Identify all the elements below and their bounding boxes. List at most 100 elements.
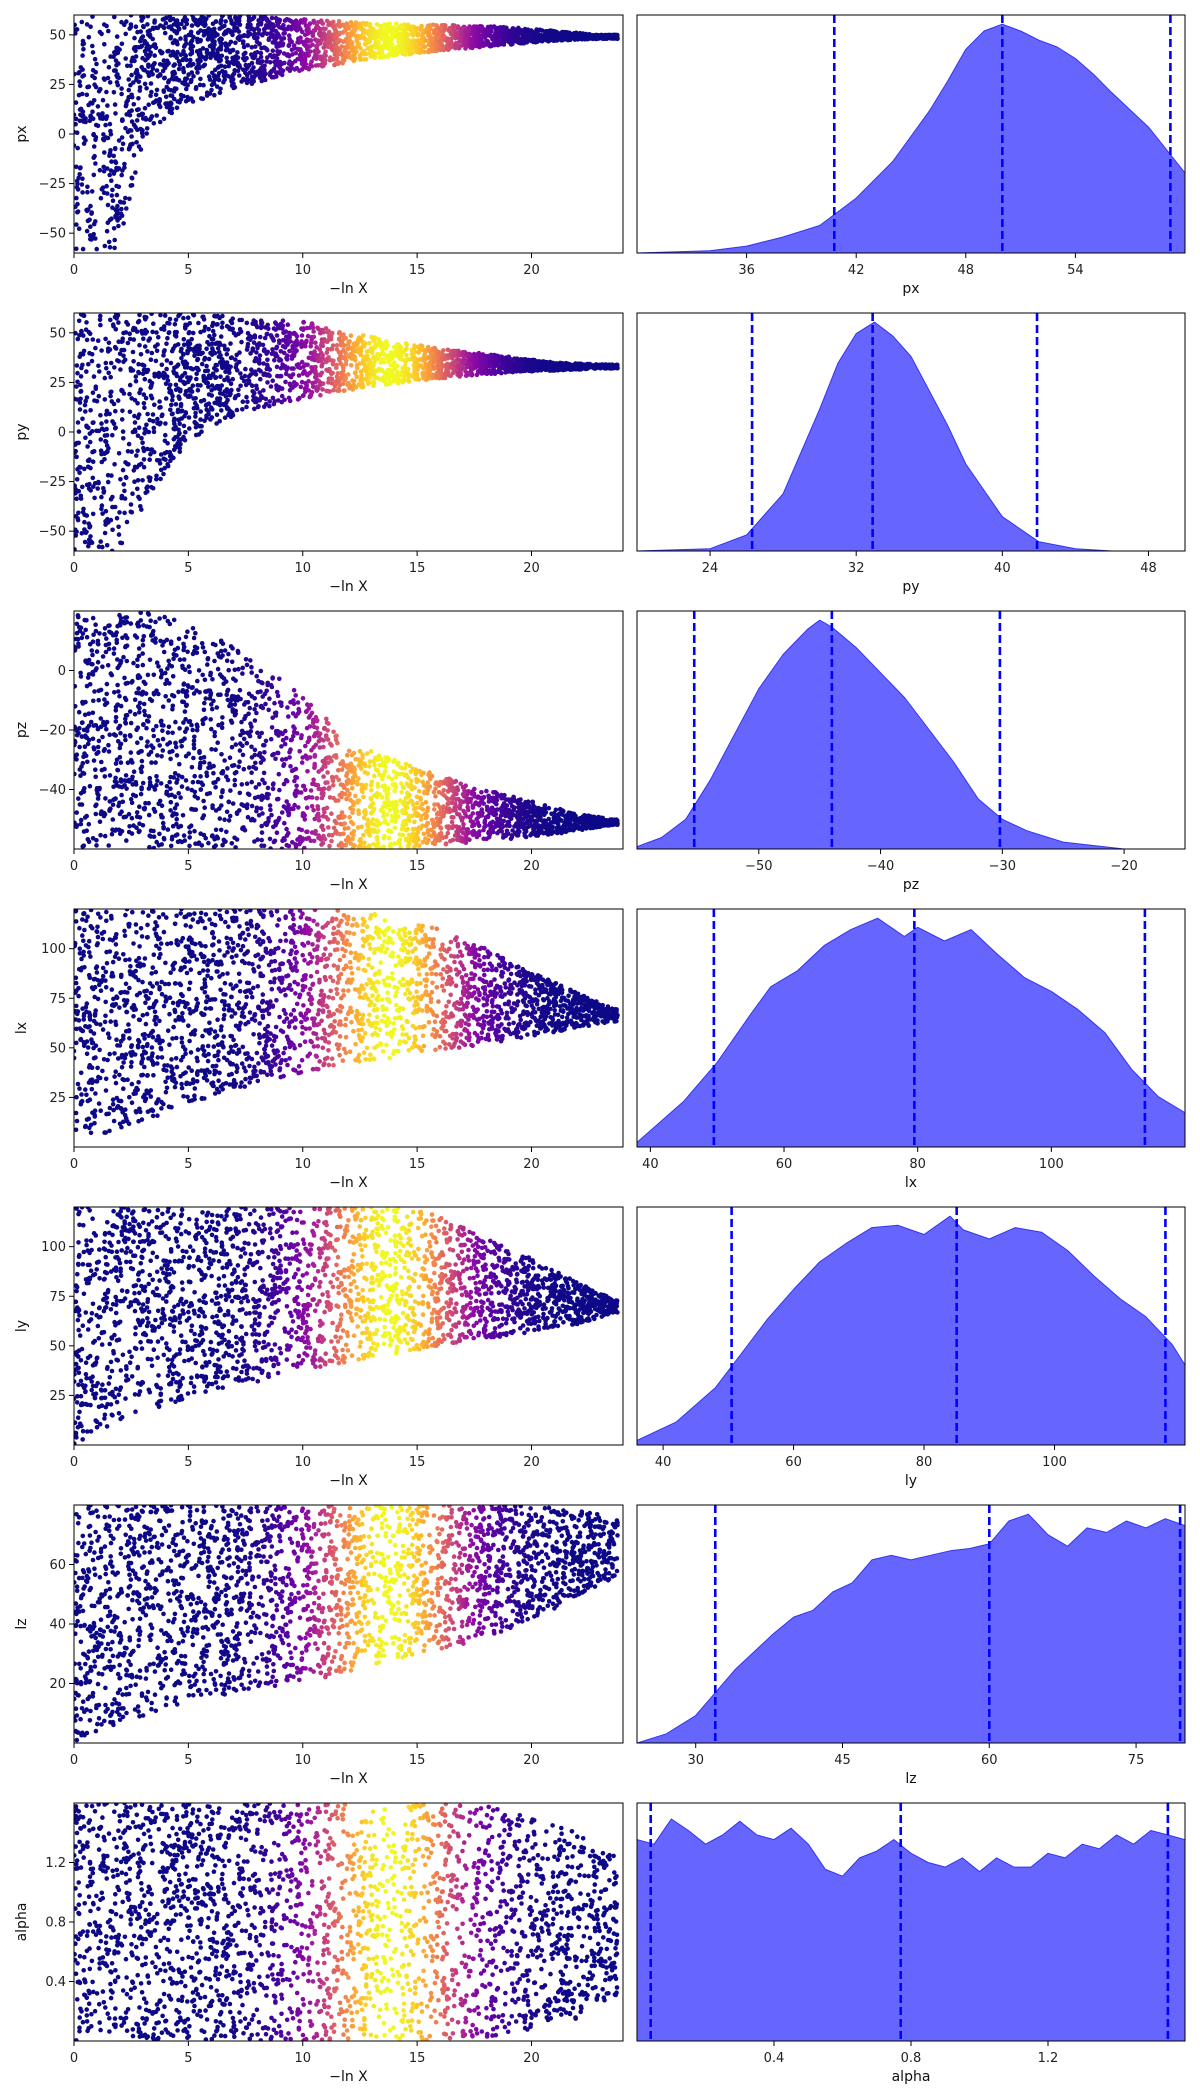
sample-point [484,31,490,36]
sample-point [91,172,97,178]
sample-point [152,20,157,25]
sample-point [289,366,295,371]
sample-point [136,370,142,376]
sample-point [324,350,330,356]
sample-point [461,359,466,364]
sample-point [313,53,318,58]
sample-point [308,350,314,356]
sample-point [131,468,137,473]
sample-point [359,382,364,387]
sample-point [209,415,214,420]
sample-point [244,73,250,78]
sample-point [352,23,358,28]
sample-point [313,63,319,68]
sample-point [142,405,147,411]
sample-point [92,495,97,501]
sample-point [416,350,422,355]
sample-point [244,66,249,72]
sample-point [176,313,181,319]
sample-point [121,353,126,359]
sample-point [383,28,388,34]
sample-point [260,71,265,77]
sample-point [326,388,331,394]
sample-point [282,60,287,66]
sample-point [150,412,156,417]
sample-point [114,34,120,39]
sample-point [222,415,228,421]
sample-point [111,401,117,407]
sample-point [293,50,299,56]
sample-point [125,449,131,454]
sample-point [303,39,308,44]
sample-point [74,143,77,148]
sample-point [183,389,189,394]
sample-point [161,62,166,68]
sample-point [107,411,112,417]
sample-point [257,42,262,47]
sample-point [188,57,193,63]
sample-point [215,340,220,346]
sample-point [540,35,546,41]
sample-point [94,246,99,252]
sample-point [142,344,148,349]
sample-point [405,22,411,28]
sample-point [186,394,192,400]
sample-point [151,418,156,424]
sample-point [220,320,225,326]
sample-point [145,411,150,417]
sample-point [368,54,374,59]
sample-point [383,38,389,44]
sample-point [311,334,317,340]
sample-point [181,65,186,71]
sample-point [358,376,364,382]
sample-point [488,33,493,39]
sample-point [315,325,320,331]
sample-point [93,386,99,392]
sample-point [297,25,302,30]
sample-point [372,376,378,381]
sample-point [206,326,211,332]
sample-point [132,46,137,51]
sample-point [91,144,97,149]
sample-point [138,147,144,152]
sample-point [174,55,180,60]
sample-point [156,334,161,340]
sample-point [237,350,242,355]
sample-point [79,328,84,334]
sample-point [106,340,112,346]
sample-point [150,36,155,42]
sample-point [100,544,105,550]
sample-point [353,370,358,375]
sample-point [187,61,193,66]
sample-point [294,65,300,71]
sample-point [310,33,316,38]
sample-point [147,28,152,33]
sample-point [172,426,177,432]
sample-point [256,367,262,373]
sample-point [148,93,153,98]
sample-point [279,399,285,405]
sample-point [145,446,150,452]
sample-point [397,356,403,362]
sample-point [212,332,217,338]
sample-point [274,44,280,50]
y-tick-label: 0 [58,128,66,143]
sample-point [101,132,106,137]
sample-point [203,55,209,61]
sample-point [332,62,337,68]
sample-point [101,490,106,495]
sample-point [509,28,514,33]
sample-point [330,343,336,348]
sample-point [89,358,95,364]
sample-point [199,21,205,26]
sample-point [339,340,345,345]
sample-point [171,96,177,102]
sample-point [298,57,304,63]
sample-point [502,39,508,44]
sample-point [318,392,323,398]
sample-point [255,22,261,27]
sample-point [85,464,91,470]
sample-point [157,72,163,77]
sample-point [339,44,344,49]
sample-point [94,61,99,67]
